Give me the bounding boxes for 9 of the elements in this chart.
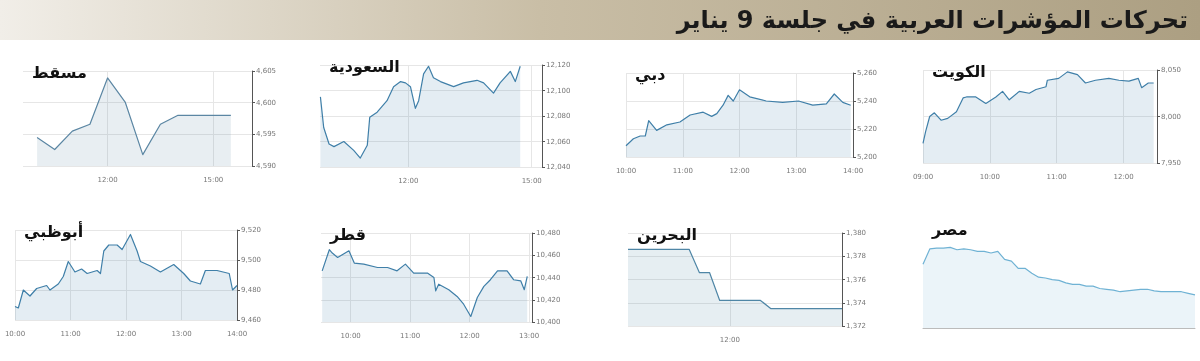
chart-title: مصر xyxy=(931,219,968,239)
chart-title: قطر xyxy=(329,224,367,244)
chart-title: دبي xyxy=(635,64,666,85)
chart-title: أبوظبي xyxy=(24,220,84,242)
chart-title: الكويت xyxy=(932,61,986,81)
chart-title: السعودية xyxy=(329,56,400,76)
chart-title: مسقط xyxy=(32,62,87,82)
chart-title: البحرين xyxy=(637,224,697,244)
text: تحركات المؤشرات العربية في جلسة 9 يناير xyxy=(676,6,1188,34)
